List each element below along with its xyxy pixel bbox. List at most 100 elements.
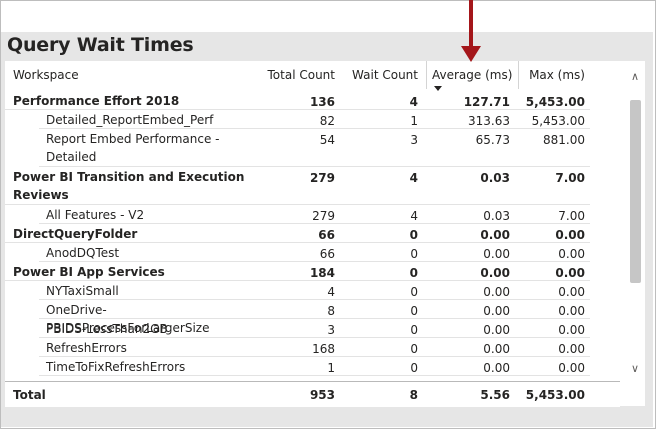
annotation-arrow bbox=[469, 0, 473, 48]
table-row[interactable]: TimeToFixRefreshErrors 1 0 0.00 0.00 bbox=[5, 358, 620, 376]
workspace-cell: TimeToFixRefreshErrors bbox=[46, 360, 186, 374]
average-cell: 0.00 bbox=[483, 342, 510, 356]
wait-count-cell: 4 bbox=[409, 95, 418, 109]
wait-count-cell: 3 bbox=[410, 133, 418, 147]
average-cell: 0.03 bbox=[480, 171, 510, 185]
column-header-wait-count[interactable]: Wait Count bbox=[352, 68, 418, 82]
chevron-down-icon[interactable]: ∨ bbox=[630, 362, 640, 375]
workspace-cell: Power BI Transition and Execution Review… bbox=[13, 170, 245, 202]
average-cell: 0.00 bbox=[483, 304, 510, 318]
table-row[interactable]: AnodDQTest 66 0 0.00 0.00 bbox=[5, 244, 620, 262]
workspace-cell: Performance Effort 2018 bbox=[13, 94, 180, 108]
workspace-cell: Power BI App Services bbox=[13, 265, 165, 279]
wait-count-cell: 0 bbox=[410, 342, 418, 356]
max-cell: 0.00 bbox=[555, 266, 585, 280]
column-header-max[interactable]: Max (ms) bbox=[529, 68, 585, 82]
row-divider bbox=[5, 109, 590, 110]
table-group-row[interactable]: Power BI App Services 184 0 0.00 0.00 bbox=[5, 263, 620, 281]
column-header-workspace[interactable]: Workspace bbox=[13, 68, 79, 82]
max-cell: 0.00 bbox=[558, 361, 585, 375]
workspace-cell: All Features - V2 bbox=[46, 208, 145, 222]
average-cell: 127.71 bbox=[463, 95, 510, 109]
column-divider[interactable] bbox=[426, 61, 427, 89]
total-count-cell: 66 bbox=[319, 247, 335, 261]
table-row[interactable]: PBIDS-LessThan2GB 3 0 0.00 0.00 bbox=[5, 320, 620, 338]
total-label: Total bbox=[13, 388, 46, 402]
max-cell: 5,453.00 bbox=[525, 95, 585, 109]
table-row[interactable]: Report Embed Performance - Detailed 54 3 65… bbox=[5, 130, 620, 167]
column-header-average[interactable]: Average (ms) bbox=[432, 68, 513, 82]
scrollbar-thumb[interactable] bbox=[630, 100, 641, 283]
table-row[interactable]: All Features - V2 279 4 0.03 7.00 bbox=[5, 206, 620, 224]
table-row[interactable]: OneDrive-PBIDSProcessForLargerSize 8 0 0.00… bbox=[5, 301, 620, 335]
workspace-cell: DirectQueryFolder bbox=[13, 227, 138, 241]
row-divider bbox=[5, 280, 590, 281]
workspace-cell: RefreshErrors bbox=[46, 341, 127, 355]
table-body: Performance Effort 2018 136 4 127.71 5,453.0… bbox=[5, 92, 620, 381]
column-divider[interactable] bbox=[518, 61, 519, 89]
total-count-cell: 279 bbox=[312, 209, 335, 223]
table-row[interactable]: NYTaxiSmall 4 0 0.00 0.00 bbox=[5, 282, 620, 300]
annotation-arrow-head bbox=[461, 46, 481, 62]
total-count-cell: 279 bbox=[309, 171, 335, 185]
wait-count-cell: 1 bbox=[410, 114, 418, 128]
total-count-cell: 136 bbox=[309, 95, 335, 109]
total-count-cell: 54 bbox=[319, 133, 335, 147]
average-cell: 0.00 bbox=[480, 266, 510, 280]
table-group-row[interactable]: Power BI Transition and Execution Review… bbox=[5, 168, 620, 205]
workspace-cell: Report Embed Performance - Detailed bbox=[46, 132, 220, 164]
row-divider bbox=[39, 299, 590, 300]
workspace-cell: PBIDS-LessThan2GB bbox=[46, 322, 168, 336]
row-divider bbox=[39, 166, 590, 167]
vertical-scrollbar[interactable]: ∧ ∨ bbox=[627, 69, 643, 381]
max-cell: 0.00 bbox=[558, 285, 585, 299]
workspace-cell: AnodDQTest bbox=[46, 246, 120, 260]
max-cell: 0.00 bbox=[558, 304, 585, 318]
wait-count-cell: 4 bbox=[410, 209, 418, 223]
average-cell: 0.00 bbox=[483, 247, 510, 261]
total-count-cell: 3 bbox=[327, 323, 335, 337]
wait-count-cell: 4 bbox=[409, 171, 418, 185]
max-cell: 0.00 bbox=[558, 247, 585, 261]
average-cell: 0.00 bbox=[483, 323, 510, 337]
max-cell: 881.00 bbox=[543, 133, 585, 147]
table-group-row[interactable]: DirectQueryFolder 66 0 0.00 0.00 bbox=[5, 225, 620, 243]
wait-count-cell: 0 bbox=[409, 228, 418, 242]
visual-title: Query Wait Times bbox=[7, 34, 194, 56]
average-cell: 0.00 bbox=[480, 228, 510, 242]
table-group-row[interactable]: Performance Effort 2018 136 4 127.71 5,453.0… bbox=[5, 92, 620, 110]
row-divider bbox=[39, 318, 590, 319]
total-row: Total 953 8 5.56 5,453.00 bbox=[5, 381, 620, 407]
total-count-cell: 8 bbox=[327, 304, 335, 318]
average-cell: 0.00 bbox=[483, 285, 510, 299]
total-wait-cell: 8 bbox=[409, 388, 418, 402]
wait-count-cell: 0 bbox=[410, 361, 418, 375]
row-divider bbox=[39, 375, 590, 376]
wait-count-cell: 0 bbox=[410, 285, 418, 299]
row-divider bbox=[39, 128, 590, 129]
chevron-up-icon[interactable]: ∧ bbox=[630, 70, 640, 83]
max-cell: 0.00 bbox=[555, 228, 585, 242]
table-row[interactable]: RefreshErrors 168 0 0.00 0.00 bbox=[5, 339, 620, 357]
average-cell: 313.63 bbox=[468, 114, 510, 128]
wait-count-cell: 0 bbox=[410, 247, 418, 261]
max-cell: 7.00 bbox=[558, 209, 585, 223]
total-count-cell: 82 bbox=[319, 114, 335, 128]
max-cell: 0.00 bbox=[558, 323, 585, 337]
row-divider bbox=[39, 261, 590, 262]
table-header: Workspace Total Count Wait Count Average… bbox=[5, 61, 620, 91]
total-average-cell: 5.56 bbox=[480, 388, 510, 402]
max-cell: 7.00 bbox=[555, 171, 585, 185]
row-divider bbox=[39, 223, 590, 224]
column-header-total-count[interactable]: Total Count bbox=[267, 68, 335, 82]
data-table: Workspace Total Count Wait Count Average… bbox=[5, 61, 645, 407]
sort-descending-icon bbox=[434, 86, 442, 91]
row-divider bbox=[39, 356, 590, 357]
workspace-cell: OneDrive-PBIDSProcessForLargerSize bbox=[46, 303, 210, 335]
table-row[interactable]: Detailed_ReportEmbed_Perf 82 1 313.63 5,453.… bbox=[5, 111, 620, 129]
workspace-cell: Detailed_ReportEmbed_Perf bbox=[46, 113, 214, 127]
average-cell: 65.73 bbox=[475, 133, 510, 147]
total-max-cell: 5,453.00 bbox=[525, 388, 585, 402]
row-divider bbox=[39, 337, 590, 338]
max-cell: 5,453.00 bbox=[531, 114, 585, 128]
